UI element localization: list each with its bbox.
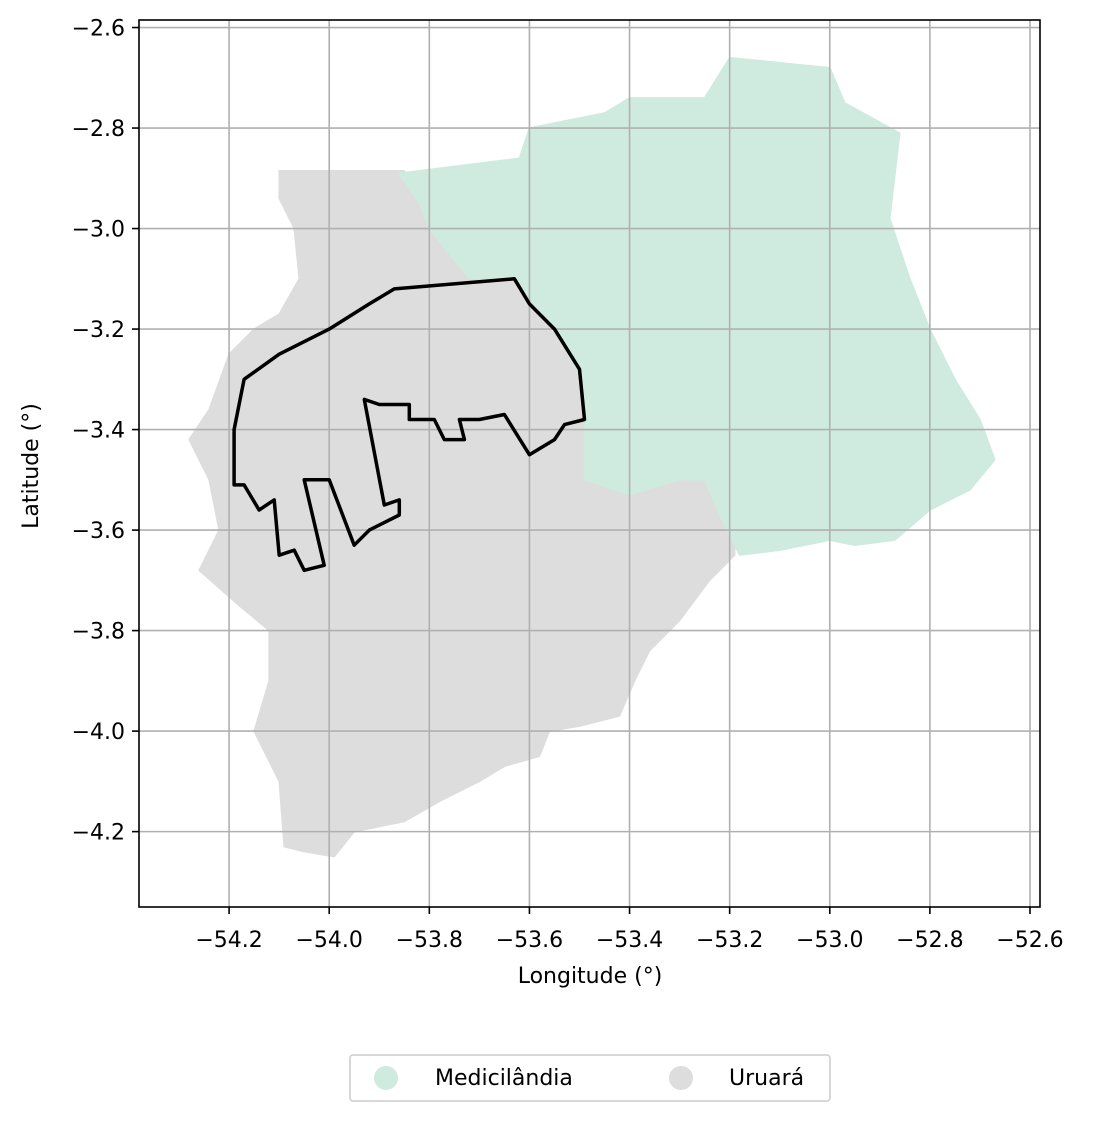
x-tick-label: −52.6	[996, 928, 1063, 953]
legend-label-uruara: Uruará	[729, 1066, 804, 1091]
x-tick-label: −53.4	[596, 928, 663, 953]
y-axis-label: Latitude (°)	[19, 403, 44, 529]
x-axis-label: Longitude (°)	[518, 964, 663, 989]
y-tick-label: −3.4	[72, 419, 125, 444]
regions-layer	[188, 56, 996, 858]
legend-frame	[349, 1054, 831, 1102]
x-tick-label: −54.2	[195, 928, 262, 953]
y-tick-label: −4.2	[72, 821, 125, 846]
x-tick-label: −52.8	[896, 928, 963, 953]
legend-marker-medicilandia	[374, 1066, 398, 1090]
x-tick-label: −53.6	[496, 928, 563, 953]
y-tick-label: −3.0	[72, 218, 125, 243]
legend-marker-uruara	[669, 1066, 693, 1090]
x-tick-label: −53.0	[796, 928, 863, 953]
outline-layer	[232, 277, 587, 573]
legend: Medicilândia Uruará	[349, 1054, 831, 1102]
plot-frame	[138, 19, 1041, 908]
y-tick-label: −2.6	[72, 17, 125, 42]
y-tick-label: −2.8	[72, 117, 125, 142]
y-tick-label: −4.0	[72, 720, 125, 745]
y-tick-label: −3.6	[72, 519, 125, 544]
ticks-layer: −54.2 −54.0 −53.8 −53.6 −53.4 −53.2 −53.0 −52.8…	[72, 17, 1064, 953]
legend-label-medicilandia: Medicilândia	[435, 1066, 573, 1091]
study-area-outline	[232, 277, 587, 573]
x-tick-label: −54.0	[296, 928, 363, 953]
y-tick-label: −3.8	[72, 620, 125, 645]
y-tick-label: −3.2	[72, 318, 125, 343]
grid-layer	[139, 20, 1040, 907]
x-tick-label: −53.8	[396, 928, 463, 953]
x-tick-label: −53.2	[696, 928, 763, 953]
